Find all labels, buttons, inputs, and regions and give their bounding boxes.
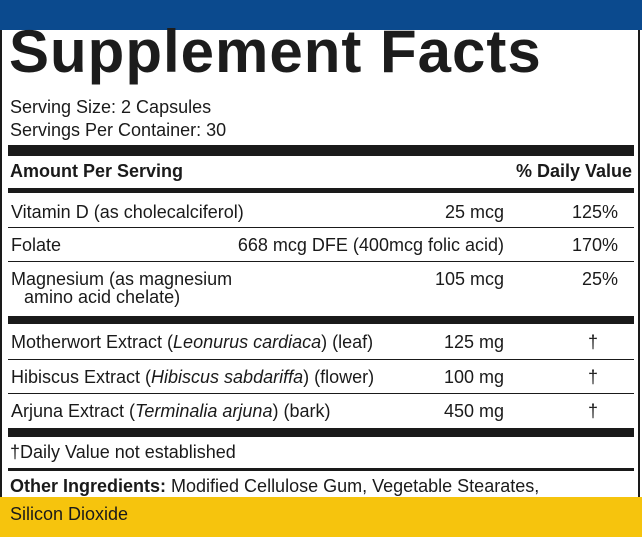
extract-amount: 450 mg (443, 401, 504, 421)
panel-title: Supplement Facts (9, 18, 542, 85)
latin-name: Leonurus cardiaca (173, 332, 322, 352)
extract-name: Arjuna Extract (Terminalia arjuna) (bark… (11, 401, 331, 421)
row-divider (8, 261, 634, 262)
thick-divider-top (8, 145, 634, 156)
amount-per-serving-header: Amount Per Serving (10, 161, 184, 181)
serving-size: Serving Size: 2 Capsules (10, 97, 212, 117)
daily-value-header: % Daily Value (515, 161, 632, 181)
extract-name: Hibiscus Extract (Hibiscus sabdariffa) (… (11, 367, 375, 387)
thick-divider-middle (8, 316, 634, 324)
nutrient-daily-value: 170% (571, 235, 618, 255)
daily-value-footnote: †Daily Value not established (10, 442, 236, 462)
row-divider (8, 227, 634, 228)
dagger-mark: † (588, 332, 599, 352)
nutrient-daily-value: 125% (571, 202, 618, 222)
footnote-divider (8, 468, 634, 471)
extract-name: Motherwort Extract (Leonurus cardiaca) (… (11, 332, 374, 352)
dagger-mark: † (588, 367, 599, 387)
nutrient-name: Folate (11, 235, 62, 255)
nutrient-name: Vitamin D (as cholecalciferol) (11, 202, 244, 222)
nutrient-name-line2: amino acid chelate) (24, 287, 181, 307)
other-ingredients-text: Modified Cellulose Gum, Vegetable Steara… (166, 476, 540, 496)
nutrient-amount: 105 mcg (434, 269, 504, 289)
nutrient-amount: 25 mcg (444, 202, 504, 222)
nutrient-name-line1: Magnesium (as magnesium (11, 269, 233, 289)
servings-per-container: Servings Per Container: 30 (10, 120, 227, 140)
dagger-mark: † (588, 401, 599, 421)
medium-divider (8, 188, 634, 193)
nutrient-amount: 668 mcg DFE (400mcg folic acid) (237, 235, 504, 255)
latin-name: Hibiscus sabdariffa (151, 367, 304, 387)
latin-name: Terminalia arjuna (135, 401, 273, 421)
extract-amount: 100 mg (443, 367, 504, 387)
extract-amount: 125 mg (443, 332, 504, 352)
other-ingredients-line2: Silicon Dioxide (10, 504, 129, 524)
row-divider (8, 359, 634, 360)
other-ingredients-label: Other Ingredients: (10, 476, 167, 496)
thick-divider-bottom (8, 428, 634, 437)
bottom-color-bar (0, 497, 642, 537)
other-ingredients: Other Ingredients: Modified Cellulose Gu… (10, 477, 539, 495)
top-color-bar (0, 0, 642, 30)
row-divider (8, 393, 634, 394)
nutrient-daily-value: 25% (581, 269, 618, 289)
supplement-facts-panel (0, 30, 640, 537)
